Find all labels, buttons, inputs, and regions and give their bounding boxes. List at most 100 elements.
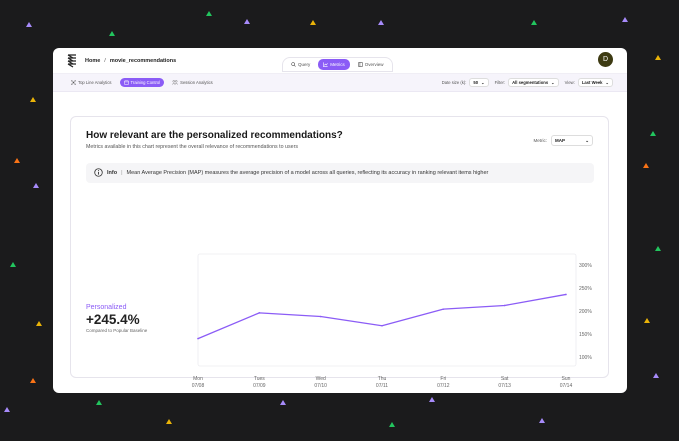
y-tick-label: 100% — [579, 355, 592, 361]
x-tick-date: 07/08 — [192, 383, 205, 389]
metric-select[interactable]: MAP ⌄ — [551, 135, 593, 146]
x-tick-date: 07/14 — [560, 383, 573, 389]
top-bar: Home / movie_recommendations Query Metri… — [53, 48, 627, 74]
confetti-decoration — [653, 373, 659, 378]
chevron-down-icon: ⌄ — [481, 80, 485, 85]
tab-overview-label: Overview — [364, 62, 384, 67]
confetti-decoration — [655, 55, 661, 60]
confetti-decoration — [109, 31, 115, 36]
x-tick-date: 07/10 — [314, 383, 327, 389]
data-point — [565, 293, 567, 296]
card-subtitle: Metrics available in this chart represen… — [86, 144, 298, 150]
summary-caption: Compared to Popular Baseline — [86, 328, 148, 333]
y-tick-label: 200% — [579, 309, 592, 315]
confetti-decoration — [655, 246, 661, 251]
filter-label: Filter: — [494, 80, 506, 85]
summary-value: +245.4% — [86, 312, 140, 327]
x-tick-day: Thu — [378, 376, 387, 382]
y-tick-label: 250% — [579, 286, 592, 292]
subtab-session-analytics[interactable]: Session Analytics — [168, 78, 217, 87]
x-tick-date: 07/11 — [376, 383, 388, 389]
x-tick-day: Tues — [254, 376, 265, 382]
plot-area — [197, 253, 577, 367]
confetti-decoration — [206, 11, 212, 16]
date-size-select[interactable]: 50 ⌄ — [469, 78, 489, 87]
data-point — [319, 315, 322, 318]
tab-metrics-label: Metrics — [330, 62, 345, 67]
subtab-label: Session Analytics — [180, 80, 213, 85]
filter-controls: Date size (k): 50 ⌄ Filter: All segmenta… — [442, 78, 613, 87]
avatar[interactable]: D — [598, 52, 613, 67]
x-tick-date: 07/09 — [253, 383, 266, 389]
tab-metrics[interactable]: Metrics — [318, 59, 350, 70]
confetti-decoration — [429, 397, 435, 402]
x-tick-day: Fri — [440, 376, 446, 382]
subtab-top-line-analytics[interactable]: Top Line Analytics — [67, 78, 116, 87]
metric-value: MAP — [555, 138, 565, 143]
breadcrumb-home[interactable]: Home — [85, 57, 101, 64]
people-icon — [172, 79, 179, 86]
view-control: View: Last Week ⌄ — [565, 78, 613, 87]
view-tabs: Query Metrics Overview — [282, 57, 393, 72]
view-select[interactable]: Last Week ⌄ — [577, 78, 613, 87]
x-tick-day: Wed — [316, 376, 326, 382]
confetti-decoration — [36, 321, 42, 326]
breadcrumb-separator: / — [104, 57, 106, 64]
confetti-decoration — [244, 19, 250, 24]
confetti-decoration — [280, 400, 286, 405]
summary-label: Personalized — [86, 304, 127, 311]
confetti-decoration — [33, 183, 39, 188]
data-point — [442, 308, 445, 310]
x-tick-day: Sat — [501, 376, 509, 382]
confetti-decoration — [378, 20, 384, 25]
subtab-label: Top Line Analytics — [78, 80, 112, 85]
confetti-decoration — [643, 163, 649, 168]
info-banner: Info | Mean Average Precision (MAP) meas… — [86, 163, 594, 183]
view-value: Last Week — [581, 80, 603, 85]
panel-icon — [357, 61, 363, 68]
confetti-decoration — [389, 422, 395, 427]
info-text: Mean Average Precision (MAP) measures th… — [126, 170, 489, 176]
tab-query[interactable]: Query — [286, 59, 315, 70]
tab-overview[interactable]: Overview — [353, 59, 389, 70]
x-tick-date: 07/13 — [498, 383, 511, 389]
chevron-down-icon: ⌄ — [605, 80, 609, 85]
breadcrumb: Home / movie_recommendations — [85, 58, 176, 64]
data-point — [381, 324, 383, 327]
data-point — [258, 312, 261, 314]
y-tick-label: 300% — [579, 263, 592, 269]
data-point — [503, 304, 506, 307]
confetti-decoration — [531, 20, 537, 25]
confetti-decoration — [30, 378, 36, 383]
breadcrumb-current[interactable]: movie_recommendations — [109, 57, 177, 64]
card-title: How relevant are the personalized recomm… — [86, 130, 343, 141]
info-separator: | — [121, 170, 123, 176]
chart-icon — [323, 61, 329, 68]
info-label: Info — [107, 170, 118, 176]
confetti-decoration — [650, 131, 656, 136]
analytics-subbar: Top Line Analytics Training Control Sess… — [53, 74, 627, 92]
calendar-icon — [123, 80, 129, 86]
x-tick-day: Sun — [562, 376, 571, 382]
subtab-training-control[interactable]: Training Control — [119, 78, 165, 87]
date-size-value: 50 — [473, 80, 479, 85]
chevron-down-icon: ⌄ — [551, 80, 555, 85]
confetti-decoration — [622, 17, 628, 22]
data-point — [197, 337, 199, 340]
x-tick-day: Mon — [193, 376, 203, 382]
search-icon — [291, 61, 296, 68]
app-logo[interactable] — [65, 53, 79, 68]
filter-select[interactable]: All segmentations ⌄ — [508, 78, 559, 87]
metric-control: Metric: MAP ⌄ — [534, 135, 593, 146]
series-line — [197, 293, 567, 340]
confetti-decoration — [10, 262, 16, 267]
confetti-decoration — [166, 419, 172, 424]
filter-control: Filter: All segmentations ⌄ — [495, 78, 559, 87]
chevron-down-icon: ⌄ — [585, 137, 589, 143]
summary-block: Personalized +245.4% Compared to Popular… — [86, 304, 147, 333]
confetti-decoration — [30, 97, 36, 102]
date-size-control: Date size (k): 50 ⌄ — [442, 78, 489, 87]
info-icon — [94, 167, 103, 179]
tab-query-label: Query — [298, 62, 311, 67]
